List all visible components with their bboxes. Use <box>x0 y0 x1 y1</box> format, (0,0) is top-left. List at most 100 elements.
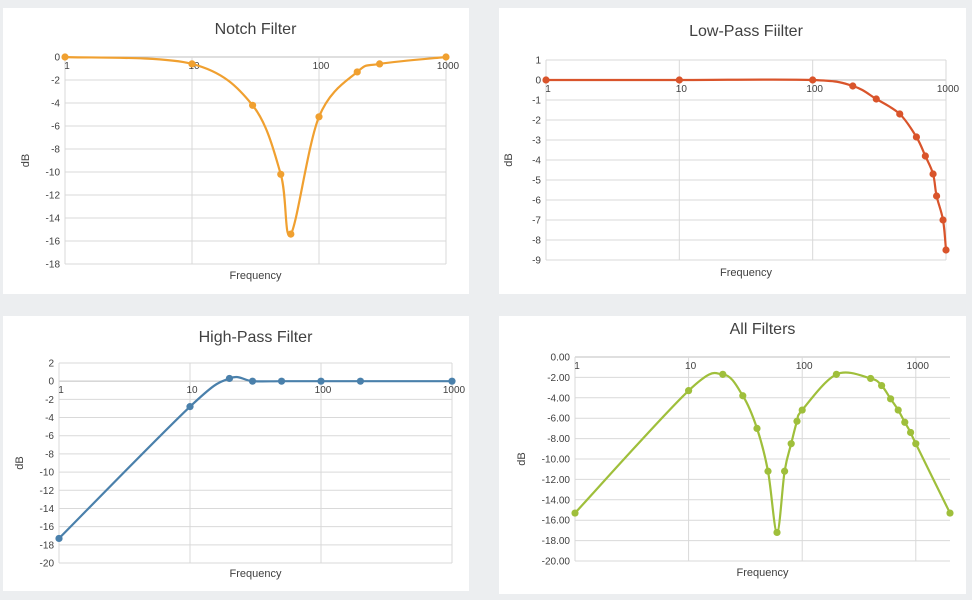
y-tick-label: -6 <box>532 196 541 207</box>
y-tick-label: -14 <box>40 504 55 515</box>
data-point <box>866 374 875 383</box>
y-axis-label: dB <box>503 153 515 166</box>
y-tick-label: -16 <box>40 522 55 533</box>
data-point <box>542 76 550 84</box>
all-filters-chart: 0.00 -2.00 -4.00 -6.00 -8.00 -10.00 -12.00 -14.… <box>499 316 966 594</box>
x-tick-label: 100 <box>796 361 813 372</box>
x-tick-label: 10 <box>685 361 697 372</box>
y-tick-label: -4 <box>51 99 60 110</box>
data-point <box>287 230 295 238</box>
y-tick-label: -6.00 <box>547 414 570 425</box>
y-tick-label: -16 <box>46 237 61 248</box>
data-point <box>248 377 257 385</box>
data-point <box>186 403 194 411</box>
data-point <box>277 377 286 385</box>
y-tick-label: -12.00 <box>542 475 571 486</box>
x-tick-label: 100 <box>313 61 330 72</box>
data-point <box>942 246 950 254</box>
y-tick-label: -14 <box>46 214 61 225</box>
y-tick-label: -18 <box>46 260 61 271</box>
y-tick-label: -4.00 <box>547 393 570 404</box>
data-point <box>315 113 323 121</box>
chart-title: Notch Filter <box>215 21 297 38</box>
y-tick-label: -18 <box>40 540 55 551</box>
data-point <box>912 440 920 448</box>
data-point <box>781 467 789 475</box>
data-point <box>277 170 285 178</box>
data-point <box>448 377 456 385</box>
data-point <box>55 534 63 543</box>
y-tick-label: -8 <box>45 449 54 460</box>
data-point <box>798 406 806 414</box>
y-tick-label: -7 <box>532 216 541 227</box>
y-axis-label: dB <box>14 456 26 469</box>
data-point <box>225 374 234 383</box>
y-tick-label: -6 <box>45 431 54 442</box>
data-point <box>932 192 941 200</box>
x-tick-label: 1000 <box>437 61 460 72</box>
y-tick-label: -14.00 <box>542 495 571 506</box>
data-point <box>353 68 361 76</box>
x-tick-label: 10 <box>676 84 688 95</box>
chart-title: Low-Pass Fiilter <box>689 23 803 40</box>
data-point <box>188 60 196 68</box>
y-tick-label: -6 <box>51 122 60 133</box>
y-tick-label: 0.00 <box>551 353 571 364</box>
data-point <box>872 95 880 103</box>
data-point <box>912 133 921 141</box>
y-tick-label: -8 <box>51 145 60 156</box>
data-point <box>878 381 886 390</box>
data-point <box>793 417 801 425</box>
data-point <box>764 467 772 475</box>
x-axis-label: Frequency <box>720 267 772 279</box>
y-tick-label: -4 <box>532 156 541 167</box>
low-pass-filter-chart: 1 0 -1 -2 -3 -4 -5 -6 -7 -8 -9 1 10 100 1000 Low-Pass F… <box>499 8 966 294</box>
data-point <box>753 424 761 432</box>
y-tick-label: -2.00 <box>547 373 570 384</box>
y-tick-label: -2 <box>45 395 54 406</box>
y-tick-label: -8.00 <box>547 434 570 445</box>
data-point <box>809 76 817 84</box>
series-line <box>63 55 448 237</box>
x-axis-label: Frequency <box>230 270 282 282</box>
x-tick-label: 100 <box>315 385 332 396</box>
y-tick-label: 0 <box>535 76 541 87</box>
data-point <box>901 418 909 426</box>
data-point <box>787 440 795 448</box>
y-tick-label: -1 <box>532 96 541 107</box>
series-line <box>544 78 948 252</box>
data-point <box>739 392 747 400</box>
data-point <box>921 152 929 160</box>
data-point <box>832 370 840 378</box>
x-tick-label: 1 <box>64 61 70 72</box>
data-point <box>248 101 257 109</box>
y-axis-label: dB <box>516 452 528 465</box>
x-axis-label: Frequency <box>230 568 282 580</box>
x-tick-label: 1000 <box>907 361 930 372</box>
chart-title: High-Pass Filter <box>199 329 313 346</box>
data-point <box>675 76 683 84</box>
y-tick-label: -3 <box>532 136 541 147</box>
high-pass-filter-chart: 2 0 -2 -4 -6 -8 -10 -12 -14 -16 -18 -20 1 10 100 1000 Hi… <box>3 316 469 591</box>
data-point <box>773 528 781 537</box>
x-tick-label: 1 <box>574 361 580 372</box>
y-tick-label: 2 <box>48 359 54 370</box>
data-point <box>887 395 895 403</box>
y-tick-label: -5 <box>532 176 541 187</box>
x-axis-label: Frequency <box>737 567 789 579</box>
data-point <box>61 53 69 61</box>
y-tick-label: -20 <box>40 559 55 570</box>
x-tick-label: 1 <box>58 385 64 396</box>
y-axis-label: dB <box>20 154 32 167</box>
data-point <box>939 216 947 224</box>
data-point <box>571 509 579 517</box>
series-line <box>573 371 952 534</box>
y-tick-label: -10.00 <box>542 455 571 466</box>
data-point <box>685 387 693 395</box>
data-point <box>929 170 937 178</box>
y-tick-label: -2 <box>51 76 60 87</box>
y-tick-label: -16.00 <box>542 516 571 527</box>
x-tick-label: 1 <box>545 84 551 95</box>
x-tick-label: 1000 <box>443 385 466 396</box>
data-point <box>719 370 727 378</box>
